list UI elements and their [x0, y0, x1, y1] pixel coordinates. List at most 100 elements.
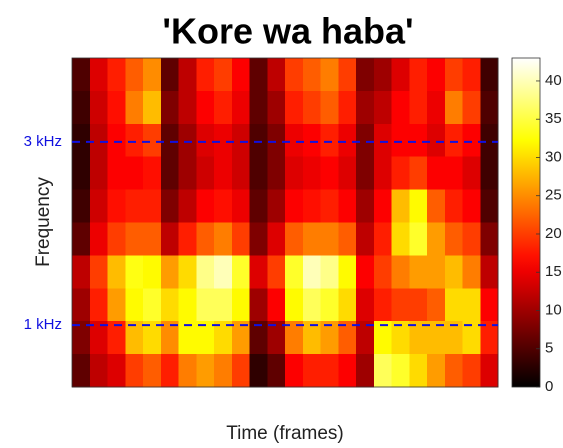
- heatmap-cell: [374, 321, 392, 355]
- heatmap-cell: [72, 190, 90, 224]
- heatmap-cell: [72, 354, 90, 388]
- heatmap-cell: [409, 157, 427, 191]
- heatmap-cell: [303, 124, 321, 158]
- heatmap-cell: [427, 223, 445, 257]
- heatmap-cell: [214, 91, 232, 125]
- heatmap-cell: [72, 288, 90, 322]
- heatmap-cell: [445, 190, 463, 224]
- heatmap-cell: [90, 255, 108, 289]
- heatmap-cell: [356, 321, 374, 355]
- heatmap-cell: [374, 91, 392, 125]
- heatmap-cell: [125, 157, 143, 191]
- heatmap-cell: [250, 58, 268, 92]
- heatmap-cell: [161, 223, 179, 257]
- heatmap-cell: [356, 157, 374, 191]
- heatmap-cell: [108, 354, 126, 388]
- heatmap-cell: [392, 354, 410, 388]
- heatmap-cell: [321, 288, 339, 322]
- heatmap-cell: [161, 58, 179, 92]
- heatmap-cell: [108, 321, 126, 355]
- heatmap-cell: [285, 157, 303, 191]
- heatmap-cell: [72, 58, 90, 92]
- heatmap-cell: [321, 223, 339, 257]
- heatmap-cell: [427, 354, 445, 388]
- heatmap-cell: [108, 223, 126, 257]
- heatmap-cell: [196, 321, 214, 355]
- heatmap-cell: [143, 223, 161, 257]
- heatmap-cell: [232, 91, 250, 125]
- heatmap-cell: [303, 321, 321, 355]
- heatmap-cell: [392, 223, 410, 257]
- heatmap-cell: [232, 124, 250, 158]
- heatmap-cell: [356, 91, 374, 125]
- heatmap-cell: [409, 58, 427, 92]
- heatmap-cell: [214, 190, 232, 224]
- heatmap-cell: [250, 190, 268, 224]
- heatmap-cell: [303, 288, 321, 322]
- heatmap-cell: [285, 124, 303, 158]
- heatmap-cell: [161, 91, 179, 125]
- heatmap-cell: [427, 255, 445, 289]
- heatmap-cell: [267, 157, 285, 191]
- heatmap-cell: [409, 354, 427, 388]
- heatmap-cell: [72, 255, 90, 289]
- x-axis-label: Time (frames): [226, 423, 344, 444]
- heatmap-cell: [321, 157, 339, 191]
- heatmap-cell: [374, 354, 392, 388]
- heatmap-cell: [267, 190, 285, 224]
- heatmap-cell: [480, 157, 498, 191]
- heatmap-cell: [409, 223, 427, 257]
- heatmap-cell: [72, 223, 90, 257]
- heatmap-cell: [143, 58, 161, 92]
- heatmap-cell: [267, 354, 285, 388]
- heatmap-cell: [321, 354, 339, 388]
- heatmap-cell: [338, 321, 356, 355]
- heatmap-cell: [480, 190, 498, 224]
- heatmap-cell: [445, 223, 463, 257]
- heatmap-cell: [303, 157, 321, 191]
- heatmap-cell: [143, 190, 161, 224]
- heatmap-cell: [338, 157, 356, 191]
- heatmap-cell: [338, 91, 356, 125]
- heatmap-cell: [250, 288, 268, 322]
- heatmap-cell: [179, 255, 197, 289]
- heatmap-cell: [214, 288, 232, 322]
- heatmap-cell: [480, 255, 498, 289]
- heatmap-cell: [427, 124, 445, 158]
- heatmap-cell: [463, 354, 481, 388]
- heatmap-cell: [463, 223, 481, 257]
- colorbar-tick-label: 20: [545, 225, 562, 242]
- heatmap-cell: [90, 190, 108, 224]
- heatmap-cell: [108, 157, 126, 191]
- heatmap-cell: [125, 58, 143, 92]
- heatmap-cell: [161, 124, 179, 158]
- heatmap-cell: [303, 223, 321, 257]
- heatmap-cell: [214, 58, 232, 92]
- heatmap-cell: [392, 58, 410, 92]
- colorbar: [512, 58, 540, 387]
- heatmap-cell: [321, 321, 339, 355]
- heatmap-cell: [143, 157, 161, 191]
- heatmap-cell: [232, 223, 250, 257]
- heatmap-cell: [250, 255, 268, 289]
- heatmap-cell: [196, 58, 214, 92]
- heatmap-cell: [445, 288, 463, 322]
- heatmap-cell: [392, 255, 410, 289]
- heatmap-cell: [196, 354, 214, 388]
- heatmap-cell: [90, 321, 108, 355]
- heatmap-cell: [427, 190, 445, 224]
- heatmap-cell: [445, 354, 463, 388]
- heatmap-cell: [285, 58, 303, 92]
- colorbar-tick-label: 25: [545, 187, 562, 204]
- heatmap-cell: [250, 223, 268, 257]
- heatmap-cell: [267, 91, 285, 125]
- heatmap-cell: [356, 288, 374, 322]
- heatmap-cell: [232, 190, 250, 224]
- heatmap-cell: [179, 321, 197, 355]
- heatmap-cell: [427, 321, 445, 355]
- heatmap-cell: [480, 223, 498, 257]
- y-tick-label: 1 kHz: [24, 316, 62, 333]
- heatmap-cell: [90, 223, 108, 257]
- heatmap-cell: [463, 124, 481, 158]
- colorbar-tick-label: 35: [545, 110, 562, 127]
